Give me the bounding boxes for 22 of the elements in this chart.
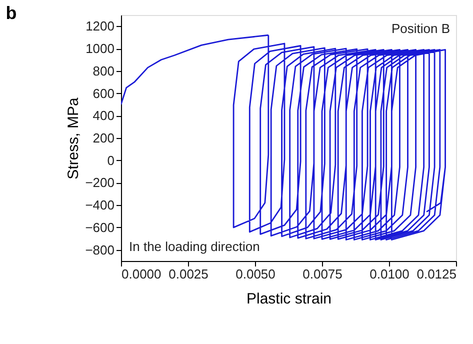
- x-tick-label: 0.0050: [236, 266, 276, 282]
- x-axis-title: Plastic strain: [246, 290, 332, 308]
- y-tick-label: 0: [107, 152, 114, 168]
- x-tick-label: 0.0075: [302, 266, 342, 282]
- y-tick-label: 200: [92, 130, 114, 146]
- y-tick-label: −600: [85, 220, 114, 235]
- x-tick-label: 0.0025: [168, 266, 208, 282]
- y-tick-label: −800: [85, 242, 114, 258]
- x-tick-label: 0.0000: [122, 266, 162, 282]
- chart-title: b: [6, 3, 17, 23]
- y-tick-label: 600: [92, 86, 114, 101]
- x-tick-label: 0.0125: [416, 266, 456, 282]
- annotation: Position B: [391, 21, 450, 36]
- annotation: In the loading direction: [129, 239, 260, 254]
- y-tick-label: 1200: [86, 18, 114, 34]
- y-tick-label: −200: [85, 175, 114, 190]
- x-tick-label: 0.0100: [370, 266, 410, 282]
- y-axis-title: Stress, MPa: [65, 97, 82, 180]
- y-tick-label: 800: [92, 63, 114, 78]
- y-tick-label: 1000: [86, 41, 114, 56]
- y-tick-label: 400: [92, 108, 114, 124]
- y-tick-label: −400: [85, 198, 114, 213]
